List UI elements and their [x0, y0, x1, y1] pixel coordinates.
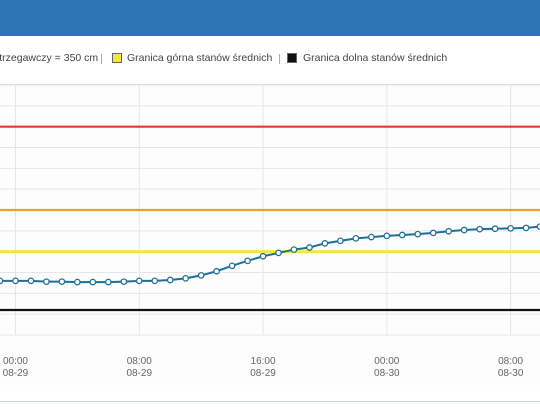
water-level-data-point	[321, 239, 329, 247]
water-level-data-point	[213, 267, 220, 275]
water-level-data-point	[522, 224, 530, 232]
water-level-data-point	[43, 278, 50, 286]
chart-legend: strzegawczy = 350 cm Granica górna stanó…	[0, 46, 540, 72]
water-level-data-point	[228, 262, 236, 270]
water-level-data-point	[58, 278, 66, 286]
water-level-data-point	[352, 234, 360, 242]
x-tick-time-label: 08:00	[498, 356, 523, 367]
water-level-data-point	[429, 229, 437, 237]
legend-separator	[101, 54, 102, 64]
x-tick-date-label: 08-29	[3, 368, 29, 379]
legend-label-upper-mean: Granica górna stanów średnich	[127, 52, 273, 64]
water-level-data-point	[27, 277, 35, 285]
water-level-data-point	[337, 237, 344, 245]
water-level-data-point	[476, 225, 484, 233]
legend-item-lower-mean[interactable]: Granica dolna stanów średnich	[303, 52, 447, 64]
water-level-data-point	[89, 278, 97, 286]
legend-label-lower-mean: Granica dolna stanów średnich	[303, 52, 448, 64]
x-tick-time-label: 00:00	[3, 356, 28, 367]
water-level-data-point	[491, 225, 499, 233]
water-level-data-point	[414, 230, 422, 238]
water-level-data-point	[367, 233, 375, 241]
x-tick-date-label: 08-30	[498, 368, 524, 379]
water-level-chart: 00:0008-2908:0008-2916:0008-2900:0008-30…	[0, 84, 540, 379]
water-level-data-point	[74, 278, 81, 286]
water-level-data-point	[460, 226, 468, 234]
water-level-data-point	[244, 257, 251, 265]
water-level-data-point	[166, 276, 174, 284]
x-tick-date-label: 08-29	[126, 368, 152, 379]
x-tick-date-label: 08-30	[374, 368, 400, 379]
water-level-data-point	[0, 277, 4, 285]
water-level-data-point	[104, 278, 112, 286]
legend-swatch-upper-mean	[112, 53, 122, 63]
legend-item-upper-mean[interactable]: Granica górna stanów średnich	[127, 52, 272, 64]
x-tick-time-label: 16:00	[251, 356, 276, 367]
legend-swatch-lower-mean	[287, 53, 297, 63]
water-level-data-point	[290, 246, 298, 253]
water-level-data-point	[151, 277, 159, 285]
legend-item-warning-level[interactable]: strzegawczy = 350 cm	[0, 52, 98, 64]
water-level-data-point	[120, 278, 128, 286]
water-level-series-line	[0, 225, 540, 284]
legend-label-warning: strzegawczy = 350 cm	[0, 52, 99, 64]
water-level-data-point	[306, 244, 313, 251]
water-level-data-point	[398, 231, 406, 239]
bottom-divider	[0, 401, 540, 402]
water-level-data-point	[275, 249, 282, 257]
header-bar	[0, 0, 540, 36]
water-level-data-point	[182, 274, 190, 282]
x-tick-time-label: 00:00	[374, 356, 399, 367]
water-level-data-point	[507, 224, 514, 232]
water-level-data-point	[197, 272, 205, 279]
chart-plot-area[interactable]: 00:00 08-29 08:00 08-29 16:00 08-29 00:00 08-30…	[0, 84, 540, 385]
legend-separator	[279, 54, 280, 64]
x-tick-date-label: 08-29	[250, 368, 276, 379]
water-level-data-point	[383, 232, 391, 240]
water-level-data-point	[445, 227, 453, 235]
x-tick-time-label: 08:00	[127, 356, 152, 367]
water-level-data-point	[12, 277, 19, 285]
water-level-data-point	[135, 277, 143, 285]
water-level-data-point	[259, 252, 267, 260]
